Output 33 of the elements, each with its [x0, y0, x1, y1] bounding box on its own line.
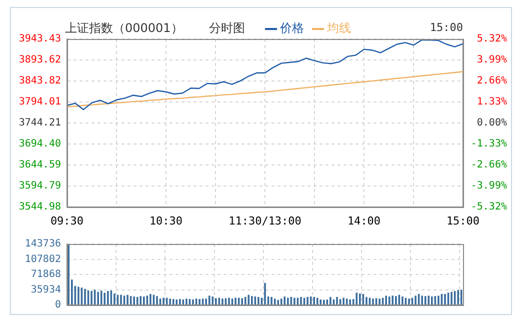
y-tick-label: 3794.01	[18, 96, 61, 108]
y-tick-label: 35934	[30, 284, 61, 296]
y-tick-label: 107802	[24, 254, 61, 265]
y2-tick-label: 3.99%	[476, 54, 507, 66]
y2-tick-label: 5.32%	[476, 34, 507, 45]
x-tick-label: 10:30	[149, 214, 183, 228]
y-tick-label: 3744.21	[18, 118, 61, 129]
y2-tick-label: -3.99%	[470, 180, 507, 192]
chart-subtitle: 分时图	[209, 20, 245, 36]
y2-tick-label: -1.33%	[470, 138, 507, 150]
y-tick-label: 3544.98	[18, 202, 61, 213]
y2-tick-label: 1.33%	[476, 96, 507, 108]
legend-label: 均线	[327, 21, 351, 35]
x-tick-label: 15:00	[446, 214, 480, 228]
y2-tick-label: 2.66%	[476, 76, 507, 87]
y2-tick-label: -5.32%	[470, 202, 507, 213]
legend-label: 价格	[280, 21, 304, 35]
y-tick-label: 3594.79	[18, 180, 61, 192]
y-tick-label: 3694.40	[18, 138, 61, 150]
x-tick-label: 14:00	[347, 214, 381, 228]
y2-tick-label: 0.00%	[476, 118, 507, 129]
y2-tick-label: -2.66%	[470, 160, 507, 171]
y-tick-label: 143736	[24, 238, 61, 250]
chart-title: 上证指数（000001）	[65, 20, 183, 36]
y-tick-label: 3943.43	[18, 34, 61, 45]
y-tick-label: 3644.59	[18, 160, 61, 171]
y-tick-label: 3843.82	[18, 76, 61, 87]
x-tick-label: 11:30/13:00	[228, 214, 302, 228]
y-tick-label: 71868	[30, 269, 61, 280]
y-tick-label: 3893.62	[18, 54, 61, 66]
text: 15:00	[430, 20, 463, 36]
x-tick-label: 09:30	[50, 214, 84, 228]
y-tick-label: 0	[54, 300, 61, 311]
